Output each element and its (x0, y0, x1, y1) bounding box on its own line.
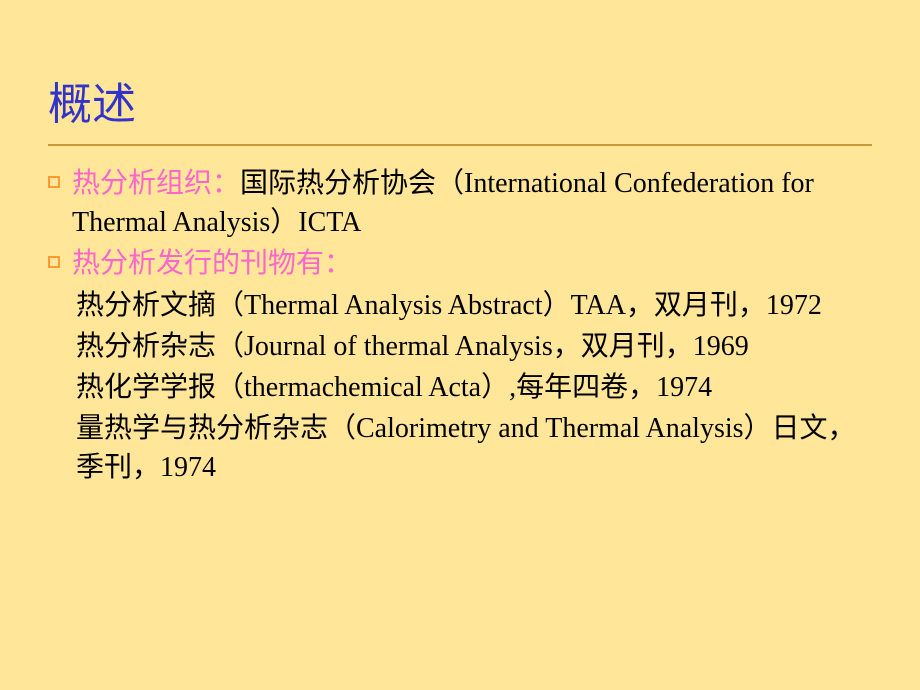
bullet-text-2: 热分析发行的刊物有： (72, 244, 872, 283)
journal-item-2: 热分析杂志（Journal of thermal Analysis，双月刊，19… (48, 327, 872, 366)
bullet-label-2: 热分析发行的刊物有： (72, 248, 352, 279)
title-divider (48, 144, 872, 146)
slide-container: 概述 热分析组织：国际热分析协会（International Confedera… (0, 0, 920, 690)
bullet-item-2: 热分析发行的刊物有： (48, 244, 872, 283)
journal-item-3: 热化学学报（thermachemical Acta）,每年四卷，1974 (48, 368, 872, 407)
journal-item-4: 量热学与热分析杂志（Calorimetry and Thermal Analys… (48, 409, 872, 487)
slide-title: 概述 (48, 68, 872, 132)
bullet-item-1: 热分析组织：国际热分析协会（International Confederatio… (48, 164, 872, 242)
bullet-icon (48, 256, 60, 268)
bullet-icon (48, 176, 60, 188)
slide-content: 热分析组织：国际热分析协会（International Confederatio… (48, 164, 872, 488)
bullet-text-1: 热分析组织：国际热分析协会（International Confederatio… (72, 164, 872, 242)
bullet-label-1: 热分析组织： (72, 168, 240, 199)
journal-item-1: 热分析文摘（Thermal Analysis Abstract）TAA，双月刊，… (48, 286, 872, 325)
